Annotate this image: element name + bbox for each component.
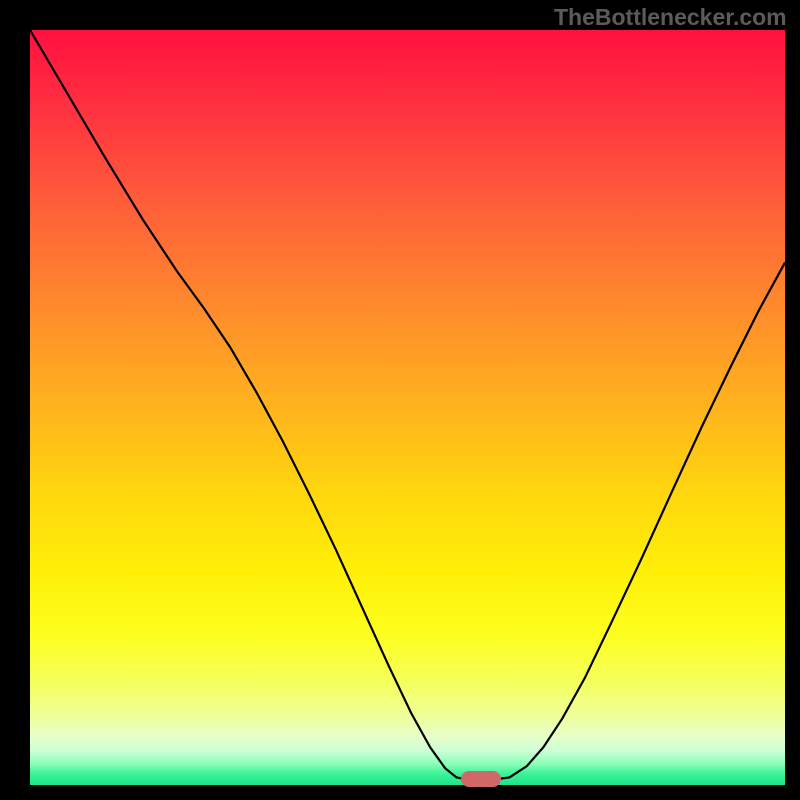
chart-stage: TheBottlenecker.com (0, 0, 800, 800)
optimal-marker-pill (461, 771, 501, 787)
bottleneck-plot (30, 30, 785, 785)
optimal-marker (461, 771, 501, 787)
gradient-background (30, 30, 785, 785)
watermark-text: TheBottlenecker.com (554, 4, 787, 31)
